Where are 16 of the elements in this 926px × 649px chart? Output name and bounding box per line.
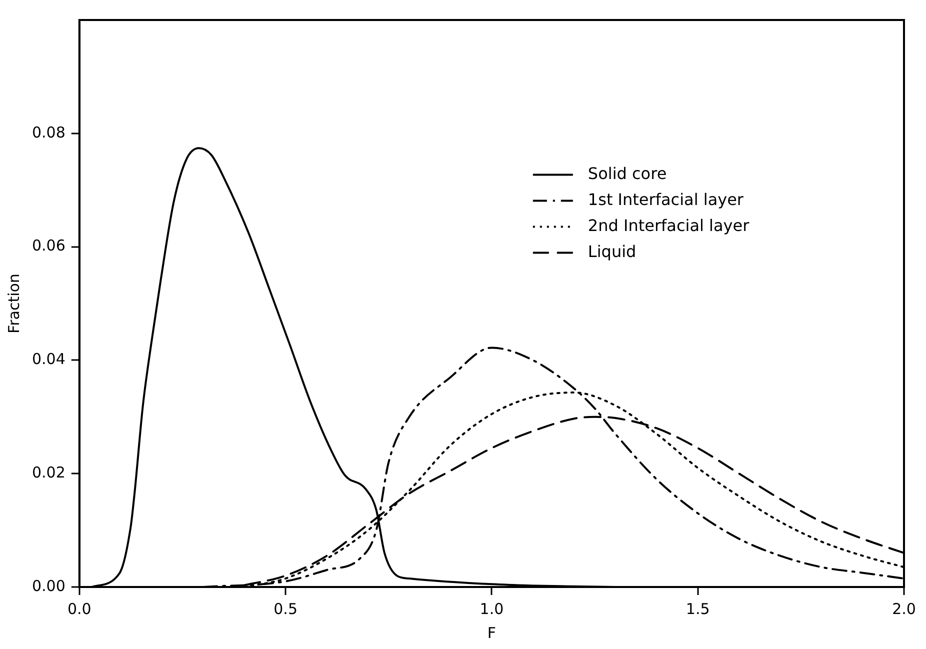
y-tick-label: 0.04 <box>32 350 66 368</box>
x-tick-label: 2.0 <box>892 600 916 618</box>
legend-label: Liquid <box>588 242 636 261</box>
legend-label: 2nd Interfacial layer <box>588 216 750 235</box>
y-tick-label: 0.06 <box>32 236 66 255</box>
x-tick-label: 0.0 <box>67 600 92 618</box>
legend-label: Solid core <box>588 164 667 183</box>
x-tick-label: 0.5 <box>274 600 298 618</box>
y-tick-label: 0.08 <box>32 123 66 142</box>
y-axis-title: Fraction <box>4 274 23 334</box>
y-tick-label: 0.02 <box>32 463 66 482</box>
x-axis-title: F <box>487 624 496 642</box>
y-tick-label: 0.00 <box>32 576 66 595</box>
legend-label: 1st Interfacial layer <box>588 190 744 209</box>
x-tick-label: 1.5 <box>686 600 710 618</box>
x-tick-label: 1.0 <box>480 600 504 618</box>
